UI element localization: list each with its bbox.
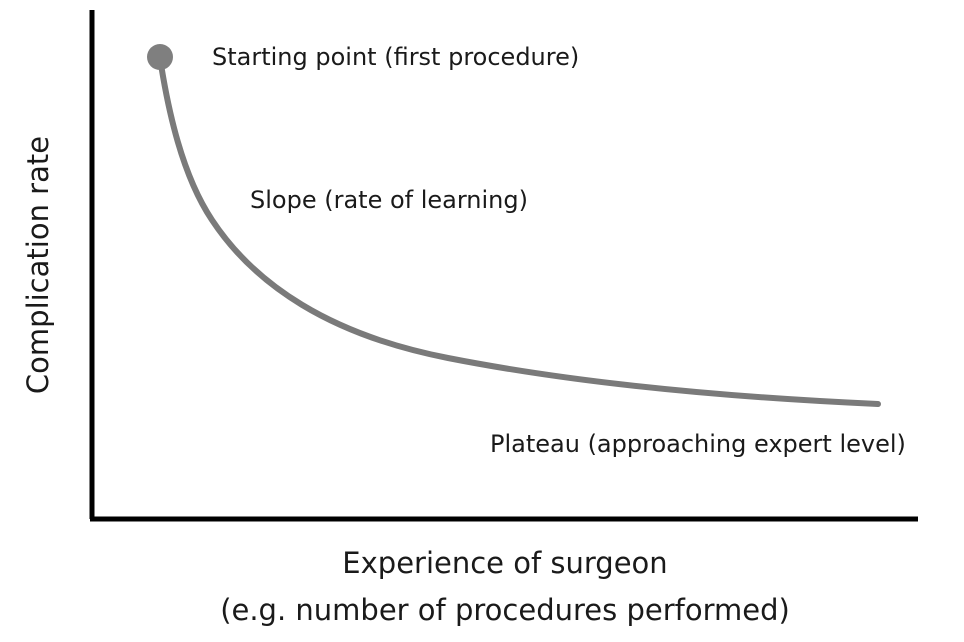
starting-point-label: Starting point (first procedure) [212, 43, 579, 71]
x-axis-title-line2: (e.g. number of procedures performed) [220, 593, 790, 627]
learning-curve [157, 55, 881, 407]
slope-label: Slope (rate of learning) [250, 186, 528, 214]
plateau-label: Plateau (approaching expert level) [490, 430, 906, 458]
y-axis-title: Complication rate [21, 136, 55, 394]
x-axis-title-line1: Experience of surgeon [342, 546, 667, 580]
starting-point-marker [147, 44, 173, 70]
